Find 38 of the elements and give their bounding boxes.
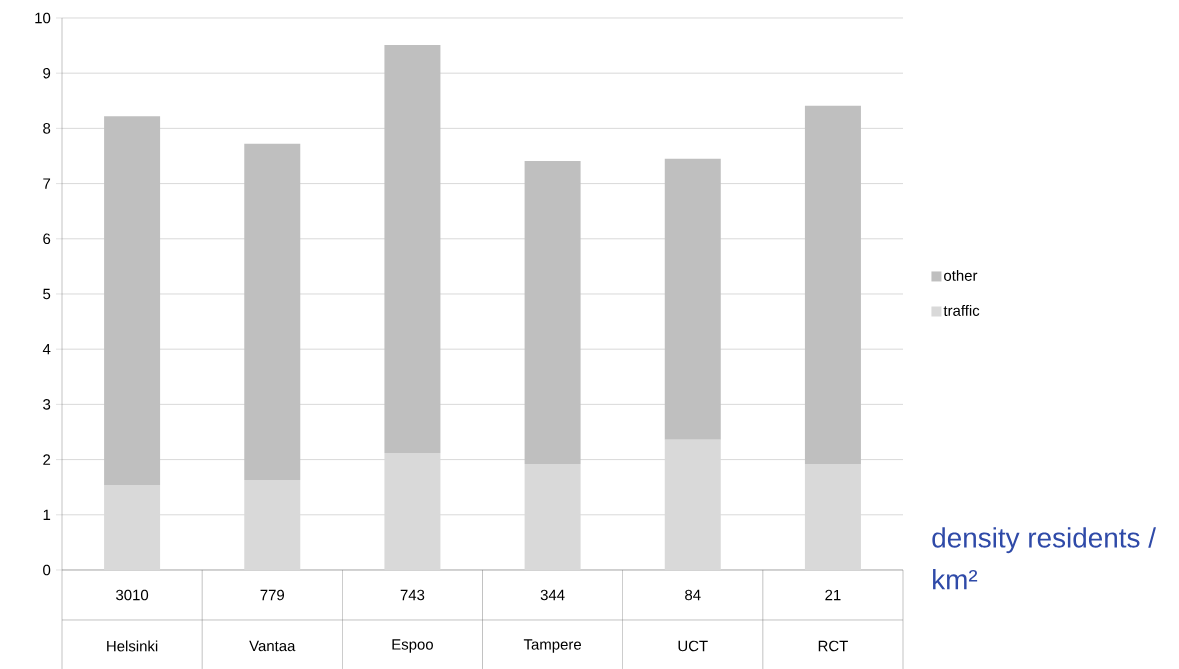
- y-tick-label: 3: [43, 399, 51, 410]
- text: 779: [260, 589, 284, 601]
- legend-label: traffic: [943, 304, 980, 316]
- y-tick-label: 2: [43, 454, 51, 465]
- bar: [524, 464, 581, 570]
- bar: [244, 480, 301, 570]
- x-tick-label: Espoo: [392, 639, 433, 653]
- bar: [664, 439, 721, 570]
- text: 21: [825, 589, 841, 601]
- y-tick-label: 8: [43, 123, 51, 134]
- text: 344: [540, 589, 565, 601]
- text: 743: [400, 589, 425, 601]
- bar: [384, 452, 441, 570]
- bar: [244, 143, 301, 481]
- bar: [104, 484, 161, 570]
- bar: [524, 160, 581, 464]
- x-tick-label: Tampere: [523, 639, 581, 653]
- x-tick-label: RCT: [818, 640, 848, 652]
- bar: [104, 116, 161, 485]
- y-tick-label: 4: [42, 344, 51, 355]
- y-tick-label: 5: [43, 288, 51, 300]
- y-tick-label: 9: [43, 67, 51, 79]
- y-tick-label: 6: [43, 233, 51, 245]
- x-axis-title: density residents / km²: [932, 527, 1156, 590]
- y-tick-label: 1: [43, 509, 51, 520]
- text: 3010: [116, 589, 149, 601]
- x-tick-label: UCT: [678, 640, 708, 652]
- bar: [384, 45, 441, 453]
- text: 84: [685, 589, 701, 601]
- y-tick-label: 0: [43, 564, 51, 576]
- bar: [664, 158, 721, 440]
- y-tick-label: 7: [43, 178, 51, 189]
- x-tick-label: Helsinki: [107, 640, 158, 652]
- x-tick-label: Vantaa: [249, 640, 296, 652]
- bar: [804, 105, 861, 464]
- bar: [804, 464, 861, 570]
- legend-label: other: [944, 269, 978, 281]
- y-tick-label: 10: [35, 12, 51, 24]
